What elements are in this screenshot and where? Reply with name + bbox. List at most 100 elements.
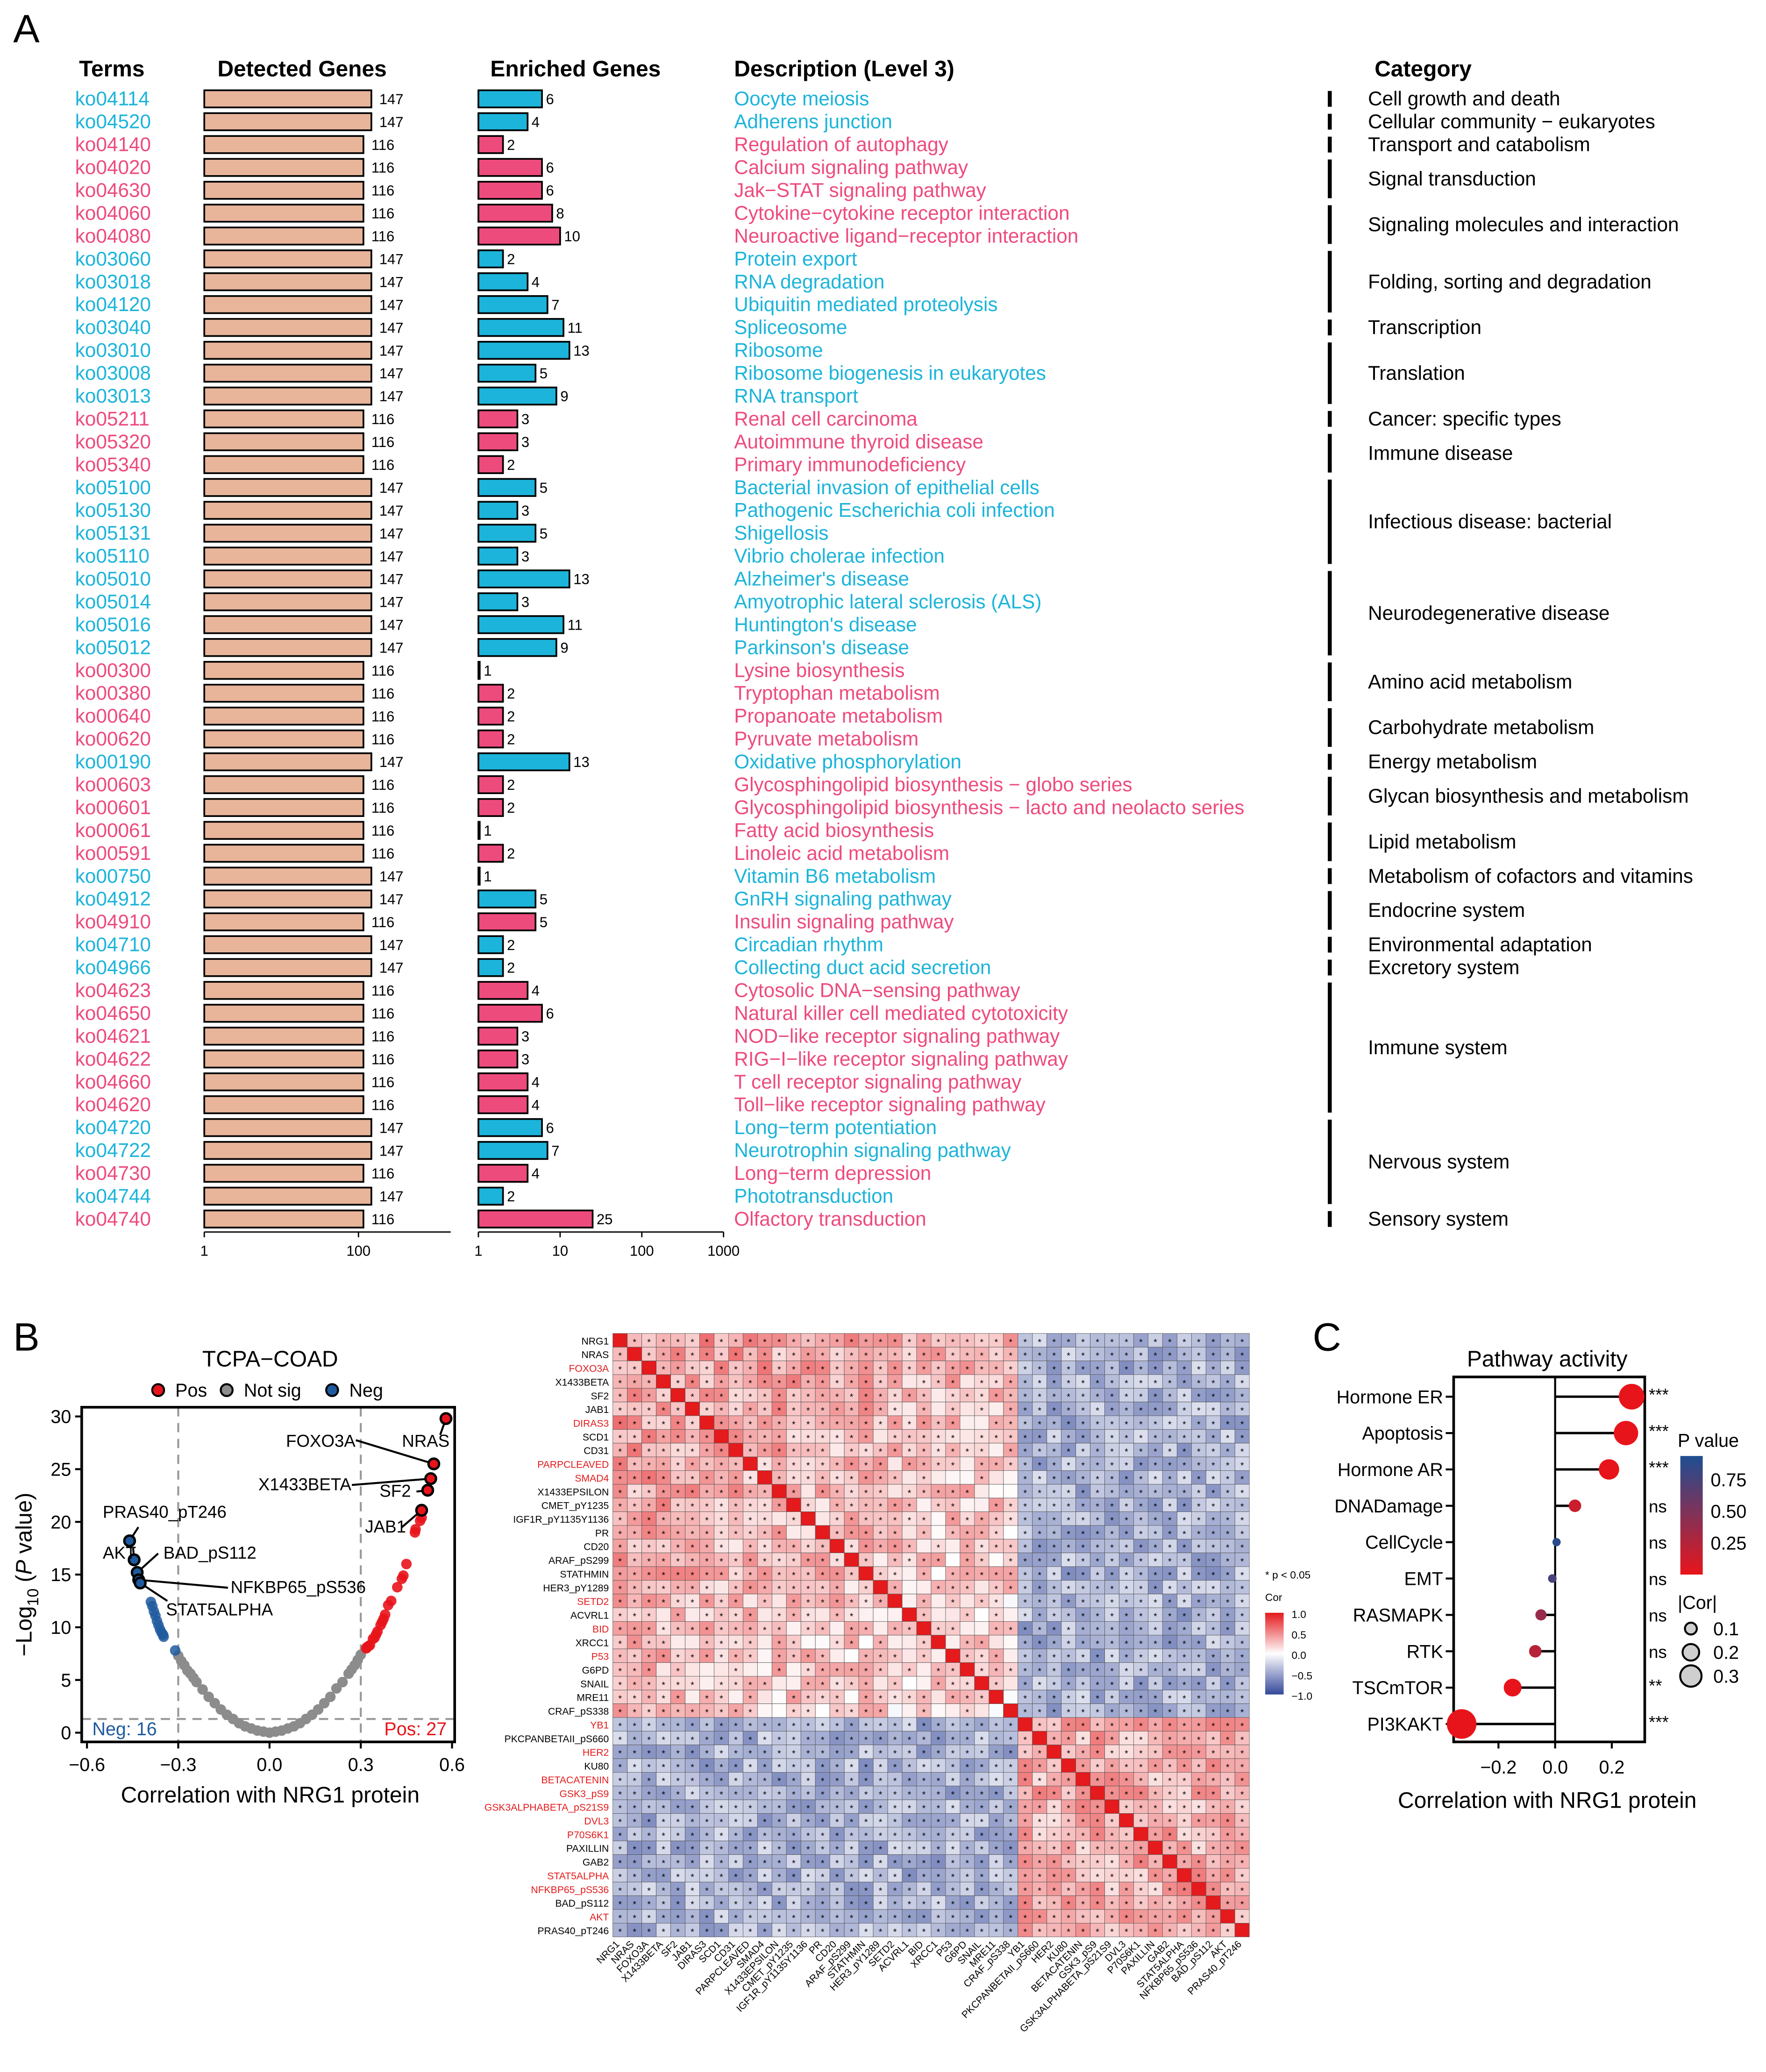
significance-star: * [1139, 1639, 1143, 1649]
significance-star: * [1139, 1529, 1143, 1540]
significance-star: * [806, 1872, 810, 1882]
heatmap-cell [1205, 1607, 1221, 1622]
significance-star: * [980, 1639, 983, 1649]
heatmap-cell [829, 1402, 845, 1416]
significance-star: * [1023, 1557, 1027, 1567]
heatmap-cell [1018, 1553, 1033, 1567]
significance-star: * [821, 1776, 825, 1786]
heatmap-cell [1075, 1429, 1091, 1444]
significance-star: * [705, 1845, 709, 1855]
heatmap-cell [728, 1621, 743, 1636]
significance-star: * [763, 1900, 767, 1910]
heatmap-cell [1018, 1361, 1033, 1375]
volcano-xlabel: Correlation with NRG1 protein [121, 1783, 420, 1808]
enrichment-row: ko04520 147 4 Adherens junction [75, 111, 892, 133]
significance-star: * [1240, 1721, 1244, 1731]
heatmap-cell [1176, 1333, 1192, 1348]
heatmap-cell [699, 1676, 714, 1690]
heatmap-cell [800, 1333, 816, 1348]
enriched-bar [477, 1164, 529, 1183]
significance-star: * [719, 1598, 723, 1608]
significance-star: * [1154, 1680, 1157, 1690]
significance-note: * p < 0.05 [1265, 1569, 1310, 1581]
heatmap-cell [858, 1580, 874, 1595]
enriched-value: 7 [551, 297, 559, 313]
significance-star: * [1226, 1515, 1230, 1526]
significance-star: * [1067, 1749, 1070, 1759]
significance-star: * [1052, 1598, 1056, 1608]
heatmap-cell [945, 1594, 961, 1608]
significance-star: * [1023, 1927, 1027, 1937]
category-label: Signal transduction [1368, 168, 1536, 190]
significance-star: * [1009, 1378, 1012, 1389]
enriched-bar [477, 432, 519, 451]
heatmap-cell [873, 1607, 888, 1622]
significance-star: * [647, 1447, 651, 1457]
lollipop-dot [1548, 1574, 1557, 1583]
significance-star: * [966, 1735, 969, 1745]
significance-star: * [908, 1790, 911, 1800]
point-label: JAB1 [365, 1517, 406, 1536]
significance-star: * [1226, 1694, 1230, 1704]
heatmap-cell [1003, 1566, 1018, 1581]
enrichment-row: ko05131 147 5 Shigellosis [75, 522, 829, 544]
heatmap-cell [858, 1607, 874, 1622]
point-label: NRAS [402, 1431, 449, 1450]
significance-star: * [821, 1419, 825, 1430]
significance-label: *** [1649, 1385, 1669, 1405]
significance-star: * [893, 1447, 897, 1457]
heatmap-cell [1191, 1415, 1206, 1430]
significance-star: * [1168, 1886, 1172, 1896]
significance-star: * [1211, 1515, 1215, 1526]
significance-star: * [1096, 1351, 1099, 1361]
enrichment-row: ko00601 116 2 Glycosphingolipid biosynthesi… [75, 796, 1245, 818]
significance-star: * [1154, 1474, 1157, 1484]
heatmap-cell [612, 1635, 628, 1649]
significance-star: * [1197, 1721, 1201, 1731]
significance-star: * [1139, 1927, 1143, 1937]
significance-star: * [951, 1721, 955, 1731]
significance-star: * [1168, 1488, 1172, 1498]
significance-star: * [1052, 1666, 1056, 1676]
significance-star: * [1211, 1447, 1215, 1457]
significance-star: * [879, 1735, 883, 1745]
significance-star: * [994, 1927, 998, 1937]
significance-star: * [633, 1529, 636, 1540]
significance-star: * [864, 1803, 868, 1814]
significance-star: * [1009, 1461, 1012, 1471]
heatmap-cell [873, 1580, 888, 1595]
significance-star: * [937, 1666, 940, 1676]
significance-star: * [633, 1803, 636, 1814]
significance-star: * [1211, 1762, 1215, 1773]
significance-star: * [951, 1776, 955, 1786]
significance-star: * [719, 1927, 723, 1937]
enrichment-row: ko04722 147 7 Neurotrophin signaling pathwa… [75, 1139, 1011, 1161]
heatmap-cell [612, 1347, 628, 1361]
description: Cytosolic DNA−sensing pathway [734, 979, 1020, 1001]
significance-star: * [705, 1831, 709, 1841]
heatmap-cell [945, 1539, 961, 1554]
detected-bar [203, 706, 364, 726]
significance-star: * [763, 1557, 767, 1567]
detected-bar [203, 204, 364, 223]
significance-star: * [1125, 1776, 1128, 1786]
category-label: Metabolism of cofactors and vitamins [1368, 865, 1693, 887]
significance-star: * [633, 1584, 636, 1594]
significance-star: * [1096, 1584, 1099, 1594]
heatmap-cell [1148, 1415, 1163, 1430]
significance-star: * [806, 1694, 810, 1704]
heatmap-cell [844, 1361, 859, 1375]
heatmap-cell [641, 1456, 657, 1471]
significance-star: * [951, 1447, 955, 1457]
significance-star: * [806, 1749, 810, 1759]
heatmap-cell [1191, 1429, 1206, 1444]
significance-star: * [633, 1502, 636, 1512]
heatmap-cell [829, 1443, 845, 1457]
heatmap-cell [1032, 1553, 1047, 1567]
significance-star: * [922, 1570, 926, 1581]
significance-star: * [1211, 1831, 1215, 1841]
significance-star: * [1067, 1886, 1070, 1896]
significance-star: * [1211, 1378, 1215, 1389]
significance-star: * [1211, 1859, 1215, 1869]
heatmap-cell [714, 1525, 729, 1540]
